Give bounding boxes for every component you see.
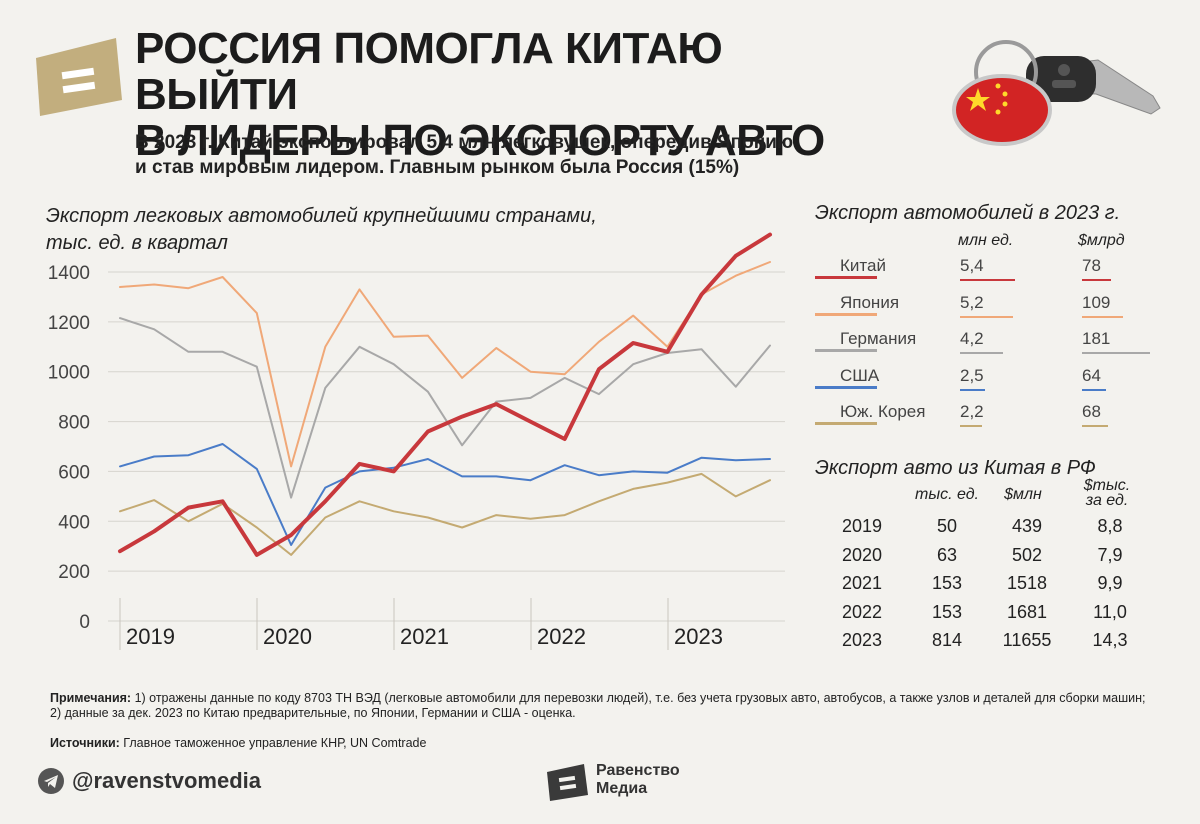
- stats-units: 2,5: [960, 365, 984, 385]
- stats-units-bar: [960, 388, 986, 391]
- russia-year: 2022: [841, 601, 883, 622]
- y-tick-label: 600: [58, 462, 90, 483]
- stats-usd-bar: [1082, 352, 1150, 354]
- car-key-china-flag-icon: [952, 40, 1161, 146]
- russia-usd: 439: [1011, 516, 1043, 536]
- russia-usd: 11655: [1002, 630, 1052, 651]
- stats-row: Юж. Корея 2,2 68: [815, 402, 1155, 438]
- brand-name: Равенство Медиа: [596, 762, 680, 797]
- series-line-0: [119, 261, 771, 468]
- russia-usd: 502: [1011, 544, 1043, 565]
- y-tick-label: 800: [58, 413, 90, 434]
- stats-usd: 78: [1082, 256, 1101, 275]
- russia-per-unit: 14,3: [1092, 630, 1128, 651]
- russia-table-title: Экспорт авто из Китая в РФ: [815, 457, 1096, 479]
- brand-footer-logo: [547, 764, 588, 801]
- russia-year: 2021: [841, 573, 883, 594]
- russia-units: 63: [936, 544, 958, 565]
- legend-swatch: [815, 422, 877, 425]
- russia-per-unit: 7,9: [1097, 544, 1123, 565]
- stats-country: Китай: [840, 256, 886, 275]
- stats-usd: 181: [1082, 329, 1111, 348]
- russia-per-unit: 9,9: [1097, 573, 1123, 594]
- stats-usd: 64: [1082, 365, 1101, 385]
- stats-row: Япония 5,2 109: [815, 293, 1155, 329]
- y-tick-label: 1000: [48, 363, 90, 384]
- russia-col-per-unit: $тыс. за ед.: [1083, 477, 1131, 509]
- y-tick-label: 200: [58, 562, 90, 583]
- y-tick-label: 400: [58, 512, 90, 533]
- russia-col-units: тыс. ед.: [915, 486, 979, 503]
- stats-country: Юж. Корея: [840, 402, 926, 421]
- stats-units: 5,2: [960, 292, 984, 312]
- stats-units: 2,2: [960, 402, 984, 421]
- stats-units: 4,2: [960, 329, 984, 348]
- russia-units: 814: [931, 630, 963, 651]
- russia-row: 2022 153 1681 11,0: [840, 602, 1160, 628]
- series-line-1: [119, 317, 771, 499]
- notes: Примечания: 1) отражены данные по коду 8…: [50, 691, 1146, 720]
- russia-year: 2019: [841, 516, 883, 536]
- telegram-handle[interactable]: @ravenstvomedia: [72, 768, 261, 793]
- stats-usd-bar: [1082, 388, 1107, 391]
- series-line-3: [119, 472, 771, 556]
- y-tick-label: 1200: [48, 313, 90, 334]
- russia-row: 2019 50 439 8,8: [840, 516, 1160, 542]
- page-subtitle: В 2023 г. Китай экспортировал 5,4 млн ле…: [135, 132, 794, 178]
- stats-usd-bar: [1082, 425, 1108, 427]
- legend-swatch: [815, 349, 877, 352]
- stats-col-usd: $млрд: [1078, 232, 1125, 249]
- x-group-label: 2021: [400, 624, 449, 649]
- russia-per-unit: 11,0: [1093, 601, 1127, 622]
- legend-swatch: [815, 312, 877, 316]
- stats-row: Китай 5,4 78: [815, 256, 1155, 292]
- russia-units: 153: [931, 573, 963, 594]
- stats-country: США: [840, 365, 880, 385]
- russia-usd: 1681: [1006, 601, 1048, 622]
- russia-col-usd: $млн: [1004, 486, 1042, 503]
- stats-usd-bar: [1082, 315, 1123, 318]
- russia-row: 2023 814 11655 14,3: [840, 630, 1160, 656]
- stats-country: Япония: [840, 292, 900, 312]
- russia-per-unit: 8,8: [1097, 516, 1123, 536]
- legend-swatch: [815, 276, 877, 279]
- stats-col-units: млн ед.: [958, 232, 1014, 249]
- stats-units-bar: [960, 425, 983, 427]
- line-chart: 0 200 400 600 800 1000 1200 1400 2019 2020 2021 20…: [48, 232, 785, 650]
- russia-usd: 1518: [1006, 573, 1048, 594]
- stats-country: Германия: [840, 329, 917, 348]
- x-group-label: 2023: [674, 624, 723, 649]
- series-line-4: [118, 232, 772, 557]
- series-line-2: [119, 443, 771, 546]
- stats-usd: 68: [1082, 402, 1101, 421]
- x-group-label: 2022: [537, 624, 586, 649]
- stats-units: 5,4: [960, 256, 984, 275]
- russia-units: 153: [931, 601, 963, 622]
- stats-units-bar: [960, 352, 1003, 354]
- russia-units: 50: [936, 516, 958, 536]
- stats-units-bar: [960, 279, 1015, 281]
- y-tick-label: 1400: [48, 263, 90, 284]
- chart-title: Экспорт легковых автомобилей крупнейшими…: [46, 205, 597, 254]
- russia-row: 2021 153 1518 9,9: [840, 573, 1160, 599]
- legend-swatch: [815, 385, 877, 389]
- x-group-label: 2019: [126, 624, 175, 649]
- stats-usd-bar: [1082, 279, 1112, 281]
- russia-row: 2020 63 502 7,9: [840, 545, 1160, 571]
- stats-row: Германия 4,2 181: [815, 329, 1155, 365]
- telegram-icon[interactable]: [38, 768, 64, 794]
- russia-year: 2023: [841, 630, 883, 651]
- stats-title: Экспорт автомобилей в 2023 г.: [815, 202, 1121, 224]
- stats-units-bar: [960, 315, 1013, 318]
- stats-row: США 2,5 64: [815, 366, 1155, 402]
- sources: Источники: Главное таможенное управление…: [50, 736, 427, 750]
- stats-usd: 109: [1082, 292, 1111, 312]
- russia-year: 2020: [841, 544, 883, 565]
- brand-logo: [36, 38, 122, 116]
- y-tick-label: 0: [79, 612, 90, 633]
- page-title: РОССИЯ ПОМОГЛА КИТАЮ ВЫЙТИ В ЛИДЕРЫ ПО Э…: [135, 24, 825, 165]
- x-group-label: 2020: [263, 624, 312, 649]
